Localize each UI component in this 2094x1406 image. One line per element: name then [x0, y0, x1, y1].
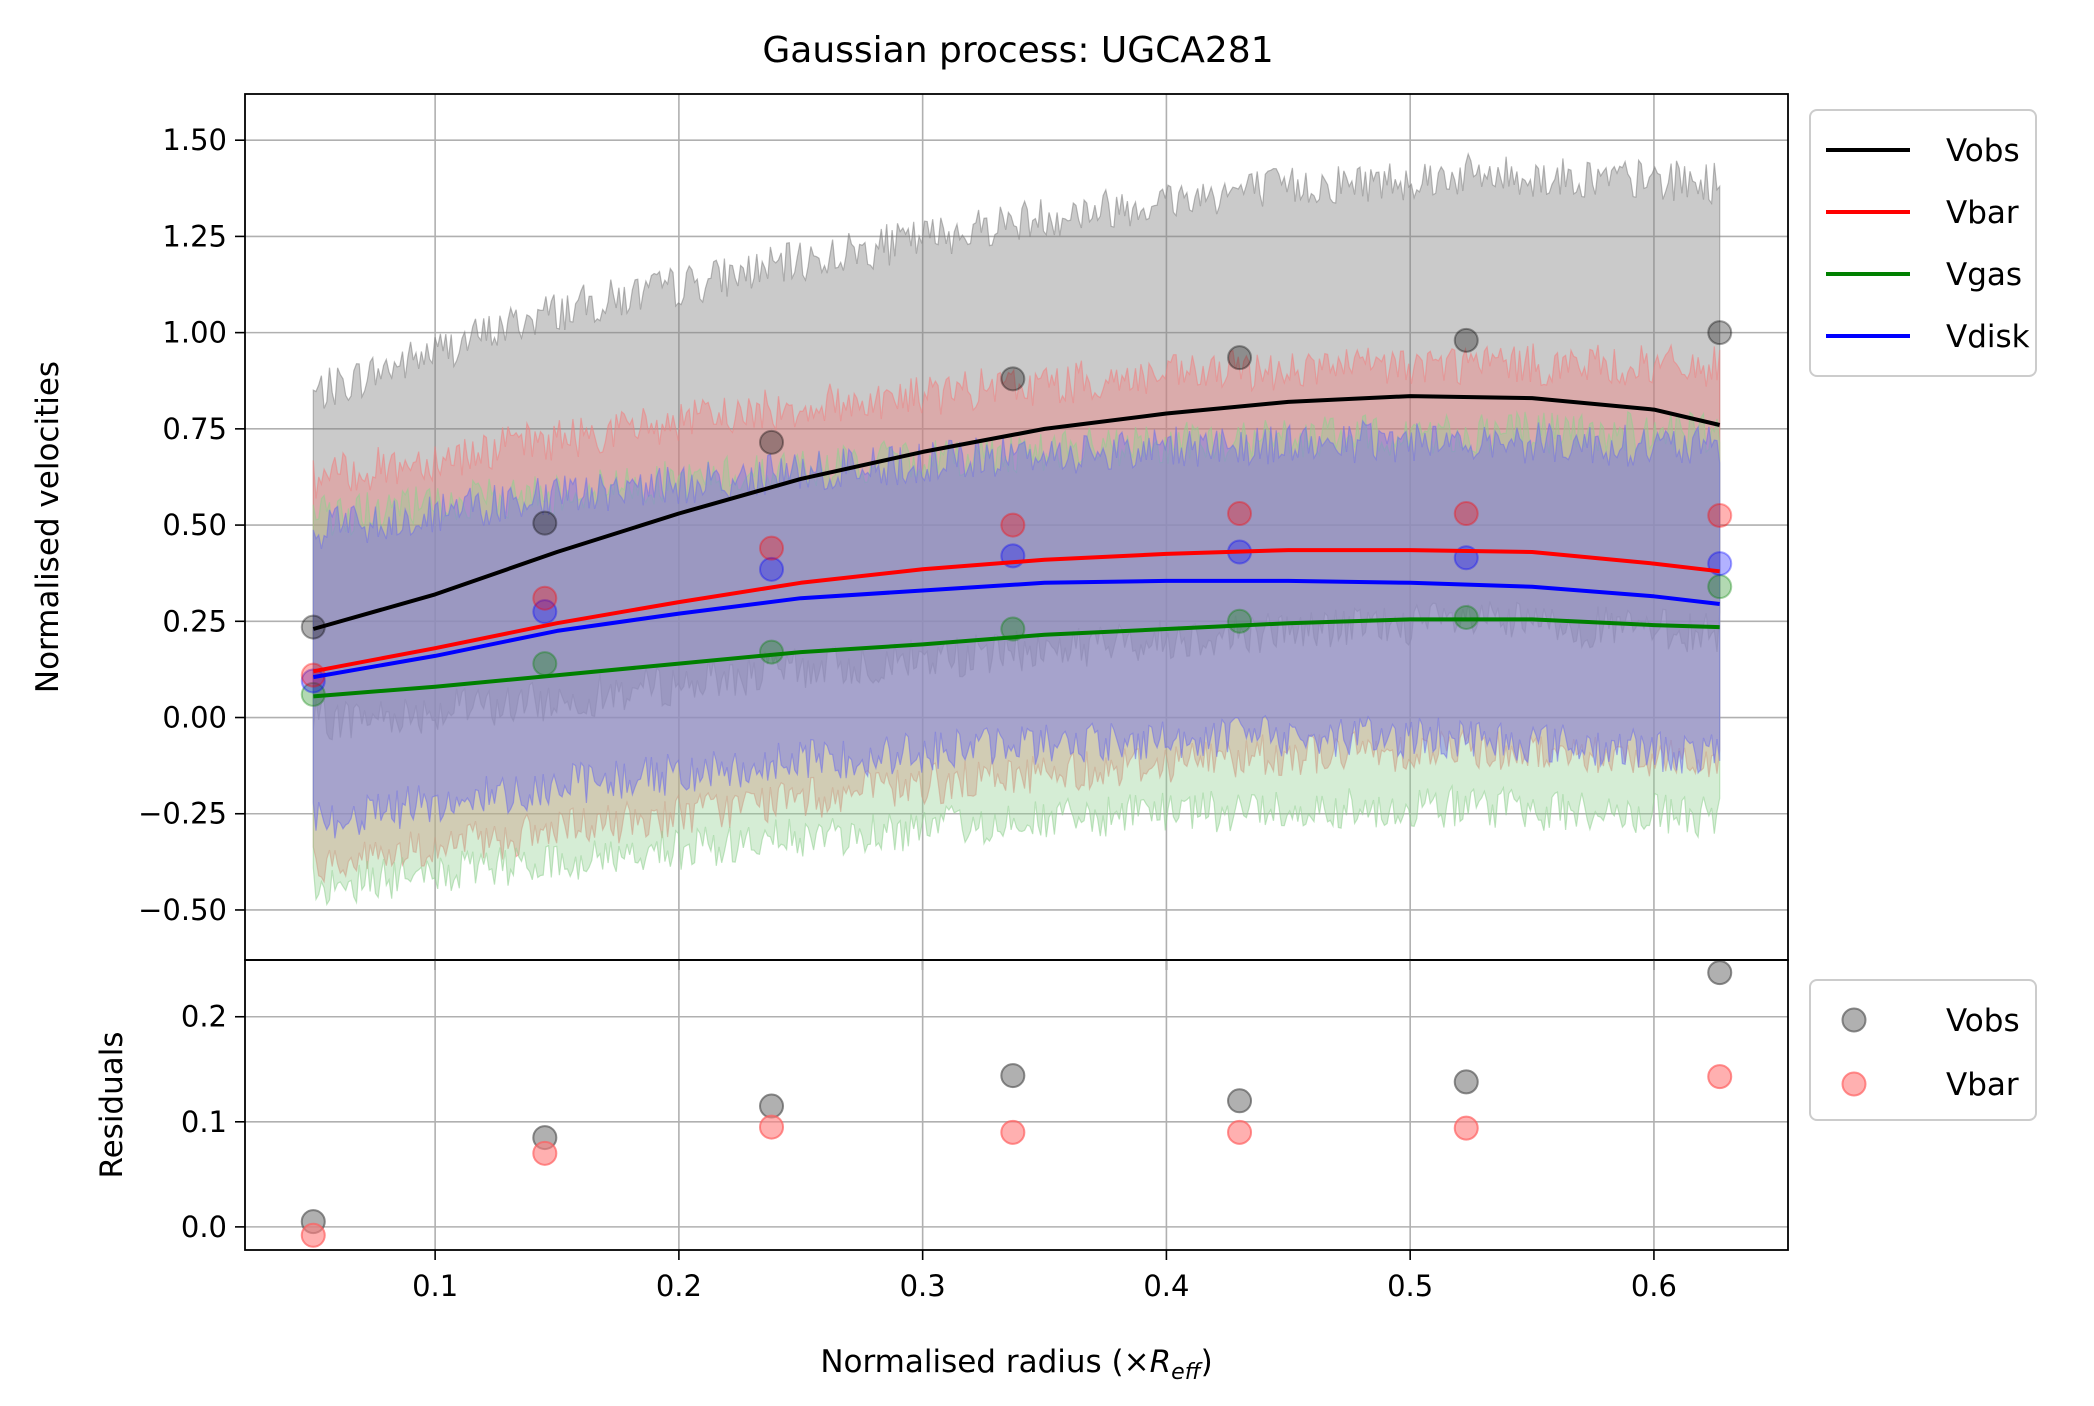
residuals-axes-frame — [244, 959, 1789, 1251]
x-tick-label: 0.2 — [656, 1269, 702, 1303]
velocity-y-tick-label: 0.00 — [162, 701, 227, 735]
velocity-legend: Vobs Vbar Vgas Vdisk — [1809, 109, 2037, 377]
residuals-data-points — [300, 960, 1733, 1248]
residuals-legend-swatch-vobs — [1841, 1007, 1867, 1033]
legend-label-vobs: Vobs — [1946, 133, 2020, 169]
legend-label-vbar: Vbar — [1946, 195, 2019, 231]
line-vobs — [312, 394, 1721, 631]
x-axis-label: Normalised radius (×Reff) — [820, 1344, 1212, 1385]
x-tick-label: 0.6 — [1631, 1269, 1677, 1303]
residuals-y-tick-label: 0.2 — [181, 1000, 227, 1034]
x-axis-label-subscript: eff — [1171, 1360, 1203, 1385]
point-vgas — [532, 651, 558, 677]
legend-label-vdisk: Vdisk — [1946, 319, 2030, 355]
residuals-legend-swatch-vbar — [1841, 1071, 1867, 1097]
line-vgas — [313, 617, 1720, 699]
point-vobs — [1227, 345, 1253, 371]
x-tick-label: 0.3 — [900, 1269, 946, 1303]
point-vbar — [1000, 512, 1026, 538]
residual-point-vbar — [1227, 1119, 1253, 1145]
residuals-grid — [245, 960, 1788, 1250]
point-vbar — [759, 535, 785, 561]
x-axis-label-text: Normalised radius (× — [820, 1344, 1149, 1380]
residual-point-vbar — [759, 1114, 785, 1140]
residual-point-vobs — [1453, 1069, 1479, 1095]
x-ticks: 0.1 0.2 0.3 0.4 0.5 0.6 — [412, 1250, 1677, 1303]
point-vbar — [1227, 501, 1253, 527]
residuals-y-ticks: 0.0 0.1 0.2 — [181, 1000, 245, 1244]
residual-point-vbar — [1000, 1119, 1026, 1145]
x-tick-label: 0.5 — [1387, 1269, 1433, 1303]
x-axis-label-suffix: ) — [1201, 1344, 1213, 1380]
velocity-panel: −0.50 −0.25 0.00 0.25 0.50 0.75 1.00 1.25 1.50 N… — [30, 93, 2037, 970]
x-axis-label-symbol: R — [1150, 1344, 1172, 1380]
point-vobs — [759, 429, 785, 455]
velocity-y-tick-label: 0.50 — [162, 508, 227, 542]
point-vgas — [1707, 574, 1733, 600]
velocity-y-tick-label: −0.25 — [138, 797, 227, 831]
velocity-y-tick-label: −0.50 — [138, 893, 227, 927]
point-vbar — [1453, 501, 1479, 527]
velocity-y-tick-label: 1.00 — [162, 316, 227, 350]
velocity-mean-lines — [312, 394, 1721, 699]
point-vgas — [759, 639, 785, 665]
residuals-panel: 0.0 0.1 0.2 0.1 0.2 0.3 0.4 0.5 0.6 Residuals N… — [94, 959, 2037, 1385]
residuals-legend-label-vobs: Vobs — [1946, 1003, 2020, 1039]
x-tick-label: 0.4 — [1143, 1269, 1189, 1303]
residuals-y-tick-label: 0.0 — [181, 1210, 227, 1244]
legend-label-vgas: Vgas — [1946, 257, 2022, 293]
line-vbar — [312, 548, 1720, 674]
point-vdisk — [532, 599, 558, 625]
point-vbar — [532, 585, 558, 611]
chart-title: Gaussian process: UGCA281 — [762, 30, 1273, 71]
residuals-y-axis-label: Residuals — [94, 1031, 130, 1178]
residual-point-vbar — [1453, 1115, 1479, 1141]
band-vgas — [312, 410, 1721, 907]
velocity-y-tick-label: 0.25 — [162, 604, 227, 638]
residual-point-vobs — [1707, 960, 1733, 986]
point-vobs — [1707, 320, 1733, 346]
velocity-uncertainty-bands — [312, 152, 1721, 907]
velocity-y-tick-label: 1.25 — [162, 219, 227, 253]
velocity-y-ticks: −0.50 −0.25 0.00 0.25 0.50 0.75 1.00 1.25 1.50 — [138, 123, 1655, 970]
residuals-y-tick-label: 0.1 — [181, 1105, 227, 1139]
point-vdisk — [759, 556, 785, 582]
residual-point-vobs — [759, 1093, 785, 1119]
point-vgas — [1000, 616, 1026, 642]
residuals-legend: Vobs Vbar — [1809, 979, 2037, 1121]
velocity-y-tick-label: 1.50 — [162, 123, 227, 157]
velocity-y-axis-label: Normalised velocities — [30, 361, 66, 693]
velocity-legend-box — [1809, 109, 2037, 377]
x-tick-label: 0.1 — [412, 1269, 458, 1303]
residuals-legend-label-vbar: Vbar — [1946, 1067, 2019, 1103]
residual-point-vobs — [1227, 1088, 1253, 1114]
velocity-y-tick-label: 0.75 — [162, 412, 227, 446]
band-vdisk — [312, 419, 1721, 839]
residual-point-vbar — [532, 1140, 558, 1166]
point-vobs — [1000, 366, 1026, 392]
point-vbar — [1707, 502, 1733, 528]
residual-point-vobs — [1000, 1063, 1026, 1089]
point-vgas — [1227, 608, 1253, 634]
point-vobs — [532, 510, 558, 536]
residual-point-vbar — [1707, 1064, 1733, 1090]
line-vdisk — [312, 578, 1720, 680]
residual-point-vbar — [300, 1222, 326, 1248]
point-vobs — [1453, 327, 1479, 353]
residuals-legend-box — [1809, 979, 2037, 1121]
